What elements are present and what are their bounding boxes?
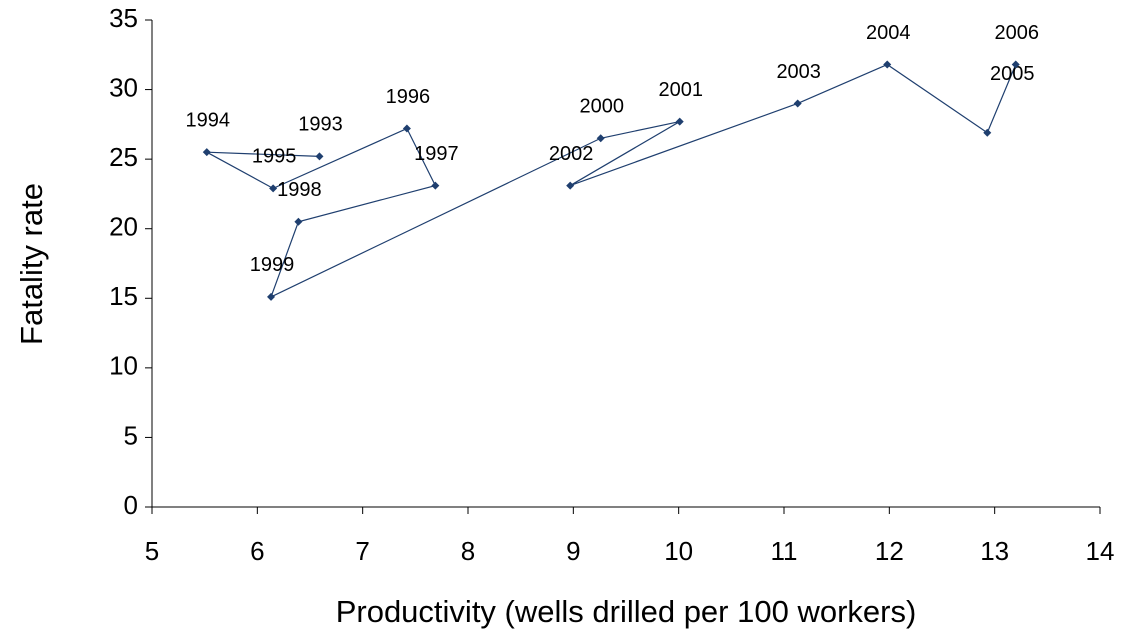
point: [566, 181, 575, 190]
x-tick-label: 8: [461, 536, 475, 566]
y-tick-label: 0: [124, 490, 138, 520]
point-label: 2003: [776, 61, 821, 83]
y-tick-label: 35: [109, 3, 138, 33]
point-label: 1998: [277, 179, 322, 201]
point-label: 2000: [579, 96, 624, 118]
point-label: 1995: [252, 146, 297, 168]
y-tick-label: 20: [109, 212, 138, 242]
x-tick-label: 13: [980, 536, 1009, 566]
y-tick-label: 15: [109, 281, 138, 311]
point: [267, 292, 276, 301]
point: [793, 99, 802, 108]
point: [431, 181, 440, 190]
point: [983, 128, 992, 137]
x-tick-label: 10: [664, 536, 693, 566]
point: [202, 148, 211, 157]
point: [315, 152, 324, 161]
y-tick-label: 10: [109, 351, 138, 381]
connecting-line: [206, 63, 1017, 299]
point-label: 2001: [658, 79, 703, 101]
point: [294, 217, 303, 226]
point: [269, 184, 278, 193]
y-tick-label: 25: [109, 142, 138, 172]
x-tick-label: 11: [771, 536, 798, 566]
x-tick-label: 5: [145, 536, 159, 566]
point-label: 1994: [186, 109, 231, 131]
x-axis-label: Productivity (wells drilled per 100 work…: [336, 594, 917, 629]
y-axis-label: Fatality rate: [14, 183, 49, 345]
y-tick-label: 5: [124, 420, 138, 450]
x-tick-label: 12: [875, 536, 904, 566]
point-label: 2005: [990, 63, 1035, 85]
y-tick-label: 30: [109, 72, 138, 102]
point: [883, 60, 892, 69]
point: [596, 134, 605, 143]
x-tick-label: 6: [250, 536, 264, 566]
point: [1011, 60, 1020, 69]
point-label: 2002: [549, 143, 594, 165]
x-tick-label: 14: [1086, 536, 1115, 566]
point-label: 1997: [414, 143, 459, 165]
x-tick-label: 7: [355, 536, 369, 566]
point-label: 1996: [386, 86, 431, 108]
point-label: 2004: [866, 22, 911, 44]
point-label: 1993: [298, 114, 343, 136]
point-label: 2006: [994, 22, 1039, 44]
point: [402, 124, 411, 133]
point-label: 1999: [250, 254, 295, 276]
point: [675, 117, 684, 126]
x-tick-label: 9: [566, 536, 580, 566]
